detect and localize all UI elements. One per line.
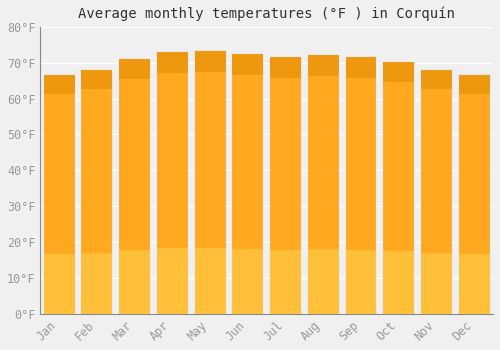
Bar [384,251,414,314]
Bar [232,249,264,314]
Bar [82,70,112,314]
Bar [458,75,490,94]
Bar [308,249,338,314]
Bar [384,62,414,82]
Bar [119,250,150,314]
Bar [119,59,150,314]
Bar [157,52,188,73]
Bar [44,254,74,314]
Bar [308,56,338,314]
Bar [421,70,452,314]
Bar [346,57,376,314]
Bar [119,59,150,79]
Bar [157,248,188,314]
Bar [458,75,490,314]
Bar [44,75,74,94]
Bar [384,62,414,314]
Title: Average monthly temperatures (°F ) in Corquín: Average monthly temperatures (°F ) in Co… [78,7,455,21]
Bar [270,250,301,314]
Bar [270,57,301,78]
Bar [44,75,74,314]
Bar [270,57,301,314]
Bar [194,51,226,314]
Bar [82,253,112,314]
Bar [232,54,264,75]
Bar [421,70,452,89]
Bar [232,54,264,314]
Bar [458,254,490,314]
Bar [194,248,226,314]
Bar [82,70,112,89]
Bar [308,56,338,76]
Bar [346,250,376,314]
Bar [421,253,452,314]
Bar [194,51,226,72]
Bar [157,52,188,314]
Bar [346,57,376,78]
